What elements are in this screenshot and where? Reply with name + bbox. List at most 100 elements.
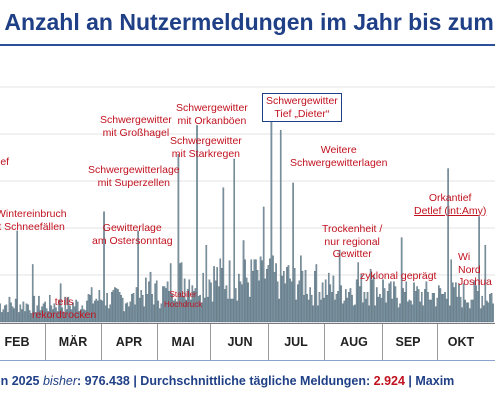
bar — [425, 281, 428, 323]
bar — [171, 294, 174, 323]
bar — [55, 307, 57, 323]
bar — [31, 264, 34, 323]
bar — [149, 271, 152, 323]
bar — [272, 255, 274, 323]
bar — [120, 294, 122, 323]
bar — [340, 285, 342, 323]
bar — [354, 304, 356, 323]
bar — [345, 289, 347, 323]
bar — [225, 285, 228, 323]
annotation-zyklonal: zyklonal geprägt — [360, 270, 437, 282]
bar — [327, 272, 330, 323]
bar — [98, 290, 101, 323]
bar — [473, 280, 476, 323]
bar — [90, 287, 93, 323]
bar — [332, 275, 335, 323]
bar — [216, 267, 218, 323]
bar — [286, 267, 288, 323]
bar — [21, 309, 23, 323]
bar — [106, 293, 108, 323]
bar — [348, 292, 350, 323]
bar — [470, 299, 473, 323]
bar — [11, 306, 14, 323]
bar — [103, 211, 105, 323]
bar — [35, 312, 37, 323]
bar — [5, 304, 8, 323]
month-separator — [437, 324, 438, 360]
bar — [408, 299, 411, 323]
bar — [83, 309, 85, 323]
bar — [436, 297, 439, 323]
bar — [289, 278, 291, 323]
bar — [262, 206, 265, 323]
bar — [211, 301, 214, 323]
bar — [234, 288, 237, 323]
bar — [349, 288, 352, 323]
annotation-tief-dieter: Schwergewitter Tief „Dieter“ — [262, 93, 342, 122]
bar — [411, 304, 414, 323]
bar — [365, 298, 367, 323]
bar — [151, 294, 153, 323]
bar — [0, 303, 1, 323]
bar — [162, 286, 164, 323]
bar — [391, 298, 394, 323]
stats-footer: gen 2025 bisher: 976.438 | Durchschnittl… — [0, 360, 495, 401]
bar — [374, 305, 377, 323]
bar — [267, 265, 270, 323]
bar — [301, 270, 304, 323]
bar — [459, 296, 462, 323]
bar — [47, 311, 50, 323]
bar — [482, 305, 485, 323]
bar — [416, 286, 418, 323]
bar — [33, 295, 36, 323]
bar — [22, 301, 25, 323]
bar — [403, 292, 406, 323]
bar — [490, 293, 493, 323]
bar — [397, 307, 400, 323]
bar — [368, 305, 370, 323]
bar — [27, 304, 29, 323]
bar — [238, 273, 240, 323]
month-separator — [157, 324, 158, 360]
bar — [304, 270, 307, 323]
bar — [394, 286, 397, 323]
bar — [28, 310, 31, 323]
bar — [67, 296, 70, 323]
month-separator — [101, 324, 102, 360]
bar — [427, 292, 429, 323]
bar — [399, 303, 401, 323]
bar — [442, 294, 445, 323]
bar — [128, 306, 130, 323]
bar — [434, 306, 437, 323]
bar — [296, 284, 299, 323]
bar — [112, 290, 115, 323]
bar — [492, 303, 494, 323]
bar — [107, 308, 110, 323]
bar — [420, 292, 423, 323]
bar — [38, 295, 40, 323]
annotation-trockenheit: Trockenheit / nur regional Gewitter — [322, 223, 383, 260]
bar — [224, 289, 226, 323]
bar — [123, 311, 125, 323]
bar — [438, 285, 440, 323]
bar — [380, 297, 383, 323]
bar — [372, 274, 375, 323]
annotation-hochdruck: Stabiler Hochdruck — [164, 290, 203, 309]
chart-title: e Anzahl an Nutzermeldungen im Jahr bis … — [0, 9, 495, 35]
bar — [264, 278, 267, 323]
bar — [93, 300, 96, 323]
bar — [478, 216, 480, 323]
bar — [129, 301, 132, 323]
bar — [472, 299, 474, 323]
bar — [219, 258, 222, 323]
bar — [417, 289, 420, 323]
bar — [245, 277, 248, 323]
bar — [250, 259, 253, 323]
bar — [433, 293, 435, 323]
bar — [386, 291, 389, 323]
bar — [58, 299, 60, 323]
annotation-wintereinbruch: Wintereinbruch it Schneefällen — [0, 208, 67, 233]
bar — [376, 287, 378, 323]
bar — [135, 287, 138, 323]
